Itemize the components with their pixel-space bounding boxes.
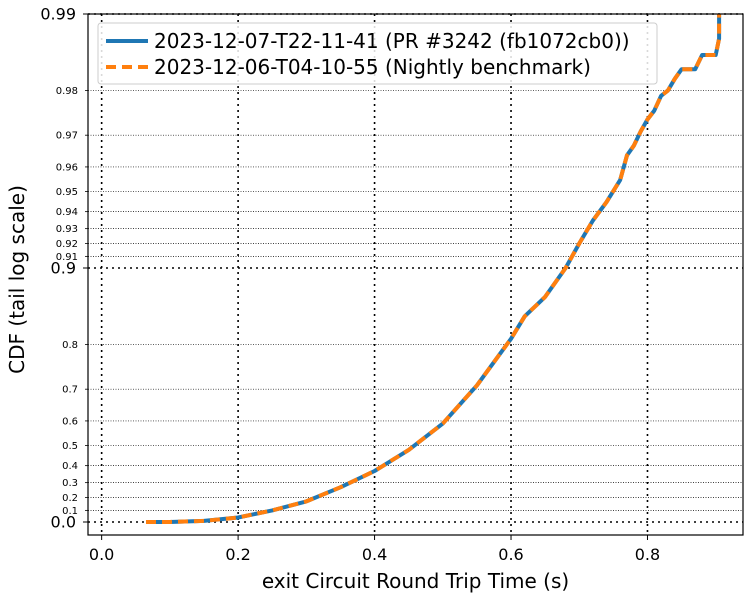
y-minor-tick-label: 0.96 xyxy=(56,162,78,173)
series-line-1 xyxy=(146,14,722,524)
y-minor-tick-label: 0.2 xyxy=(62,493,78,504)
x-tick-label: 0.4 xyxy=(362,545,387,564)
plot-frame xyxy=(87,13,744,536)
y-axis-ticks: 0.1 0.2 0.3 0.4 0.5 0.6 0.7 0.8 0.91 0.92 0.93 0.94… xyxy=(40,5,88,532)
y-minor-tick-label: 0.7 xyxy=(62,385,78,396)
x-tick-label: 0.6 xyxy=(498,545,523,564)
y-minor-tick-label: 0.95 xyxy=(56,187,78,198)
legend: 2023-12-07-T22-11-41 (PR #3242 (fb1072cb… xyxy=(97,22,658,85)
x-tick-label: 0.8 xyxy=(635,545,660,564)
y-minor-tick-label: 0.5 xyxy=(62,441,78,452)
y-minor-tick-label: 0.3 xyxy=(62,478,78,489)
y-minor-tick-label: 0.4 xyxy=(62,461,78,472)
major-gridlines xyxy=(88,13,743,535)
y-minor-tick-label: 0.6 xyxy=(62,416,78,427)
x-tick-label: 0.0 xyxy=(89,545,114,564)
y-axis-label: CDF (tail log scale) xyxy=(5,185,29,374)
legend-label-1: 2023-12-07-T22-11-41 (PR #3242 (fb1072cb… xyxy=(154,29,630,53)
y-minor-tick-label: 0.97 xyxy=(56,131,78,142)
legend-box xyxy=(97,22,658,85)
series-lines xyxy=(146,14,722,524)
y-major-tick-label: 0.99 xyxy=(40,5,76,24)
y-minor-tick-label: 0.93 xyxy=(56,224,78,235)
x-axis-label: exit Circuit Round Trip Time (s) xyxy=(262,569,569,593)
minor-gridlines xyxy=(88,90,743,511)
y-minor-tick-label: 0.98 xyxy=(56,86,78,97)
legend-label-2: 2023-12-06-T04-10-55 (Nightly benchmark) xyxy=(154,55,591,79)
y-minor-tick-label: 0.8 xyxy=(62,340,78,351)
y-minor-tick-label: 0.1 xyxy=(62,506,78,517)
y-minor-tick-label: 0.91 xyxy=(56,252,78,263)
y-major-tick-label: 0.0 xyxy=(51,513,76,532)
x-axis-ticks: 0.0 0.2 0.4 0.6 0.8 xyxy=(89,535,660,564)
x-tick-label: 0.2 xyxy=(225,545,250,564)
y-major-tick-label: 0.9 xyxy=(51,259,76,278)
y-minor-tick-label: 0.94 xyxy=(56,207,78,218)
y-minor-tick-label: 0.92 xyxy=(56,239,78,250)
